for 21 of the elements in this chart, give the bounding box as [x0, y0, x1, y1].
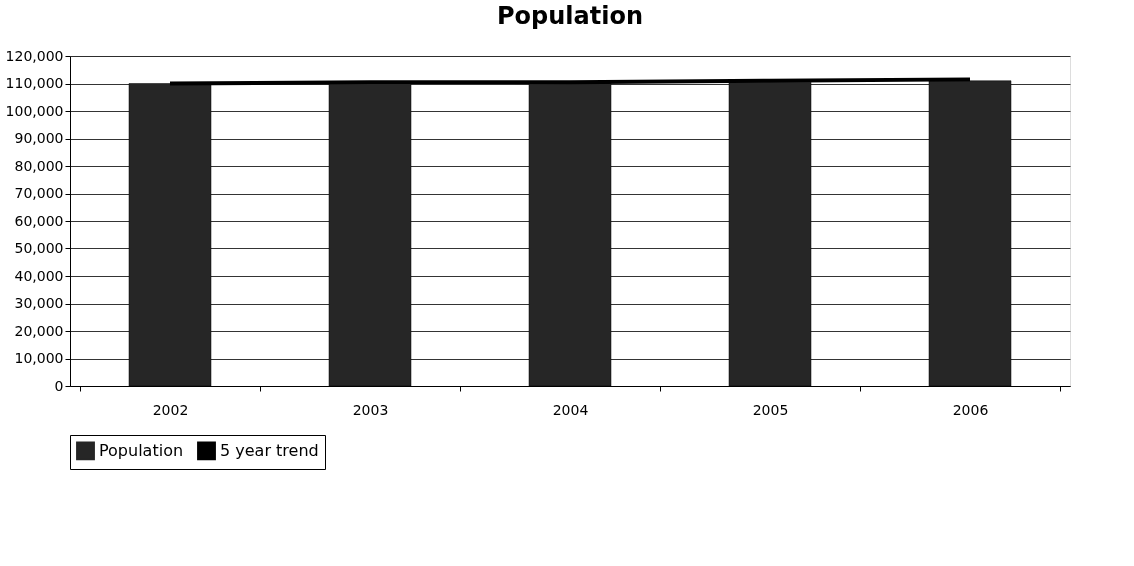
- y-tick-label: 50,000: [14, 240, 64, 256]
- legend-label: Population: [99, 440, 184, 460]
- legend-label: 5 year trend: [220, 440, 319, 460]
- y-tick-label: 110,000: [5, 75, 64, 91]
- y-tick-label: 100,000: [5, 102, 64, 119]
- y-tick-label: 10,000: [14, 350, 64, 366]
- y-tick-label: 30,000: [14, 295, 64, 311]
- y-tick-label: 40,000: [14, 267, 64, 284]
- x-tick-label: 2003: [352, 401, 389, 418]
- x-tick-label: 2005: [752, 401, 789, 418]
- y-tick-label: 70,000: [14, 185, 64, 201]
- y-tick-label: 90,000: [14, 130, 64, 146]
- y-tick-label: 20,000: [14, 322, 64, 339]
- y-tick-label: 60,000: [14, 212, 64, 229]
- x-tick-label: 2006: [952, 401, 989, 418]
- y-tick-label: 120,000: [5, 47, 64, 64]
- y-tick-label: 0: [54, 377, 64, 394]
- y-tick-label: 80,000: [14, 157, 64, 174]
- x-tick-label: 2002: [152, 401, 189, 418]
- chart-title: Population: [496, 2, 644, 30]
- x-tick-label: 2004: [552, 401, 589, 418]
